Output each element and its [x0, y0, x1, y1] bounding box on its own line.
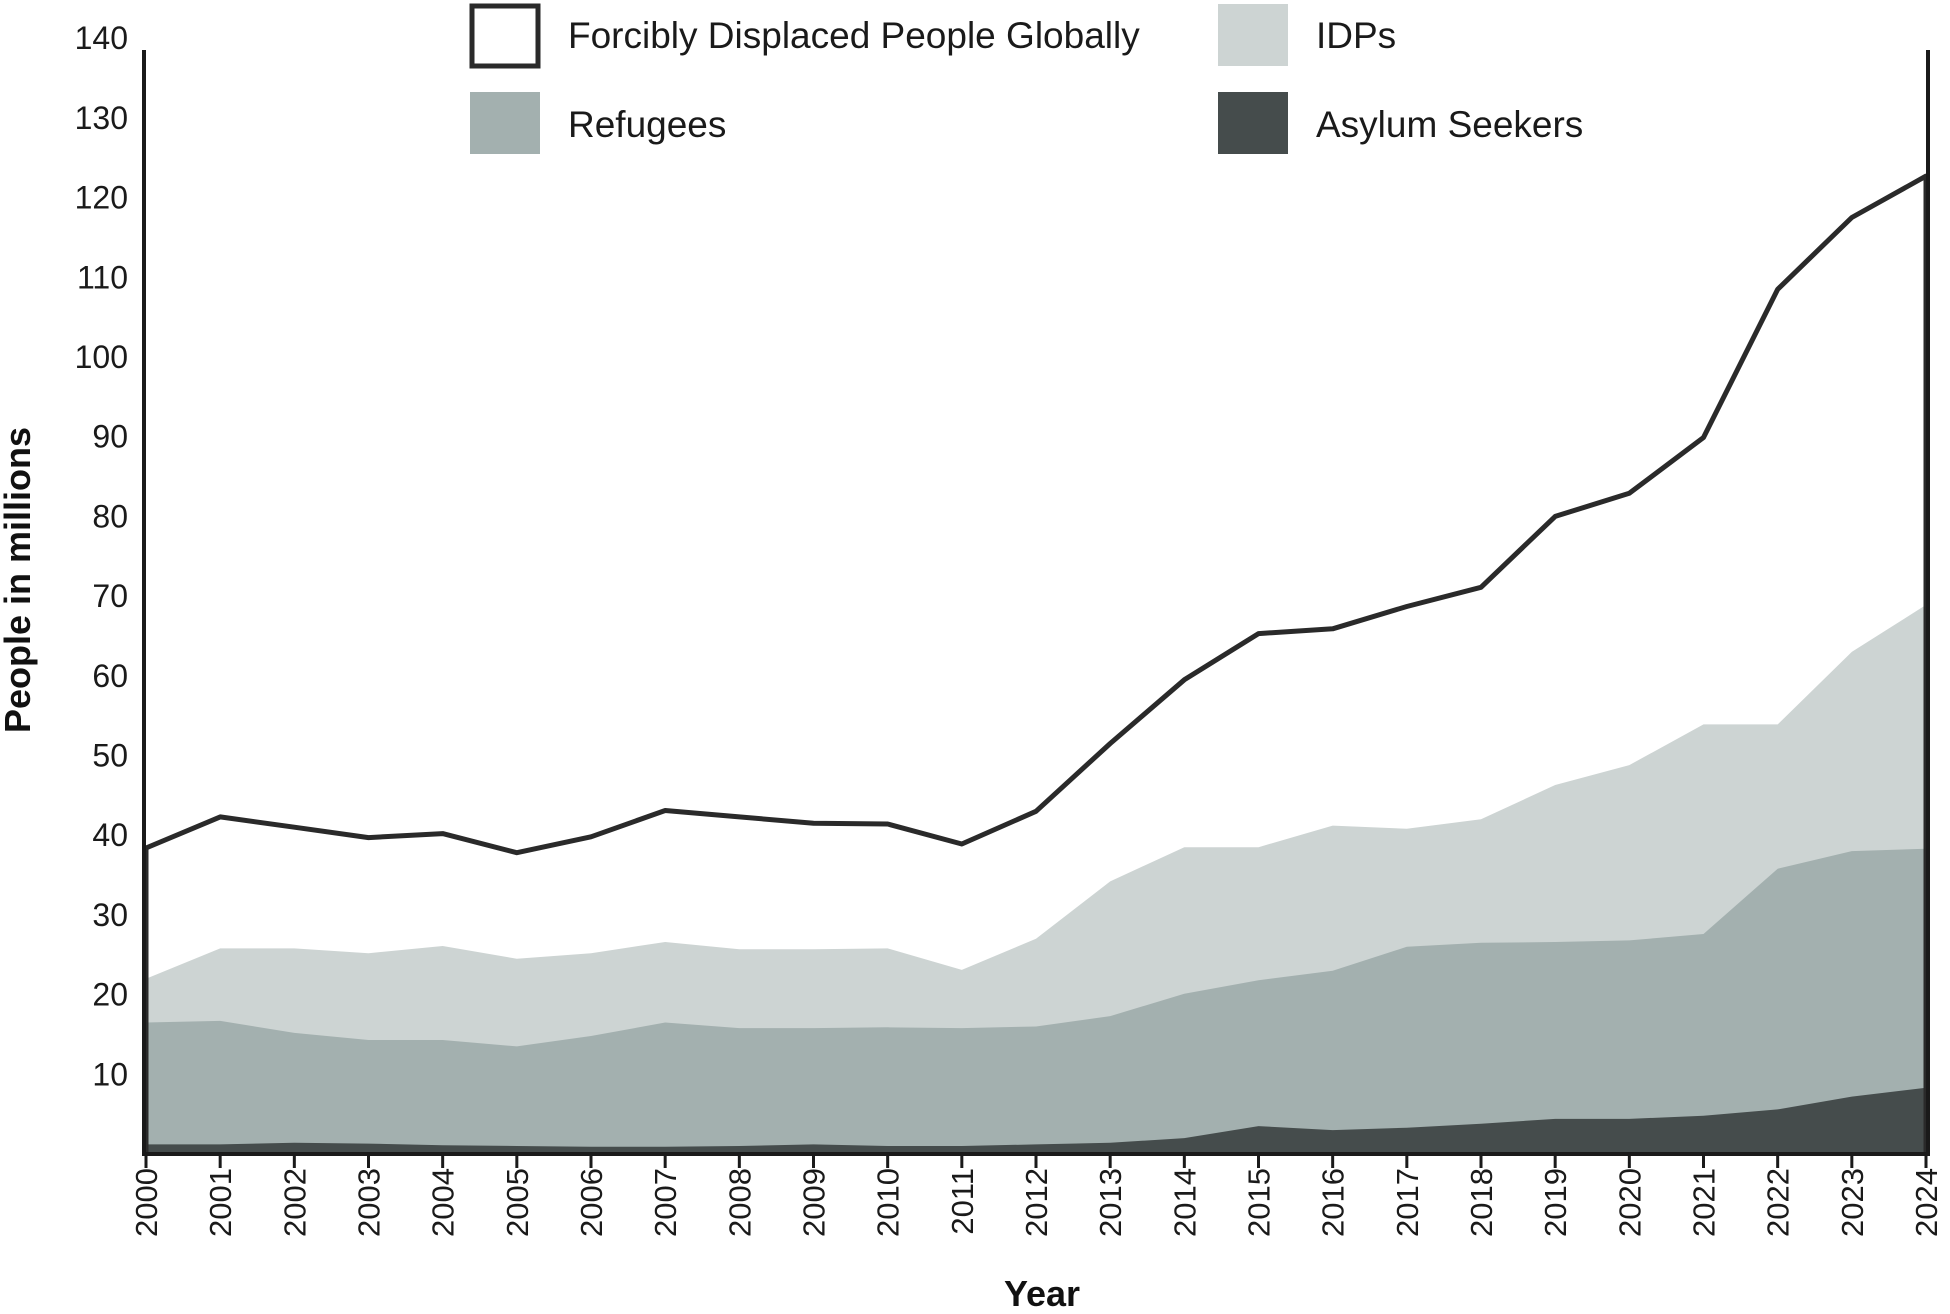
- x-tick-label: 2024: [1909, 1168, 1944, 1237]
- x-tick-label: 2010: [871, 1168, 906, 1237]
- x-tick-label: 2009: [797, 1168, 832, 1237]
- x-axis-title: Year: [1004, 1273, 1080, 1314]
- legend-swatch: [469, 3, 541, 69]
- x-tick-label: 2017: [1390, 1168, 1425, 1237]
- legend-swatch: [1218, 4, 1288, 66]
- x-tick-label: 2002: [277, 1168, 312, 1237]
- y-axis-title: People in millions: [0, 427, 38, 733]
- x-tick-label: 2005: [500, 1168, 535, 1237]
- y-tick-label: 40: [92, 817, 128, 853]
- chart-areas: [146, 176, 1926, 1155]
- y-tick-label: 120: [75, 180, 128, 216]
- legend-label: Asylum Seekers: [1316, 104, 1583, 145]
- y-tick-label: 110: [77, 259, 128, 295]
- legend-label: Forcibly Displaced People Globally: [568, 15, 1140, 56]
- legend-label: Refugees: [568, 104, 726, 145]
- x-tick-label: 2014: [1167, 1168, 1202, 1237]
- x-tick-label: 2003: [352, 1168, 387, 1237]
- x-tick-label: 2012: [1019, 1168, 1054, 1237]
- y-tick-label: 60: [92, 658, 128, 694]
- y-tick-label: 90: [92, 419, 128, 455]
- x-tick-label: 2000: [129, 1168, 164, 1237]
- y-tick-label: 30: [92, 897, 128, 933]
- x-tick-label: 2023: [1835, 1168, 1870, 1237]
- y-axis-ticks: 10 20 30 40 50 60 70 80 90 100 110 120 130 140: [75, 20, 128, 1092]
- y-tick-label: 130: [75, 100, 128, 136]
- total-displaced-line: [143, 173, 1929, 1154]
- chart-total-line: [143, 173, 1929, 1154]
- y-tick-label: 80: [92, 498, 128, 534]
- x-tick-label: 2019: [1538, 1168, 1573, 1237]
- area-refugees: [146, 848, 1926, 1154]
- x-tick-label: 2020: [1612, 1168, 1647, 1237]
- x-tick-label: 2006: [574, 1168, 609, 1237]
- x-tick-label: 2015: [1242, 1168, 1277, 1237]
- x-axis-ticks: 2000 2001 2002 2003 2004 2005 2006 2007 2008 2009…: [129, 1154, 1944, 1237]
- y-tick-label: 140: [75, 20, 128, 56]
- y-tick-label: 70: [92, 578, 128, 614]
- legend-swatch: [1218, 92, 1288, 154]
- x-tick-label: 2004: [426, 1168, 461, 1237]
- area-asylum-seekers: [146, 1087, 1926, 1154]
- y-tick-label: 100: [75, 339, 128, 375]
- y-tick-label: 10: [92, 1056, 128, 1092]
- x-tick-label: 2008: [722, 1168, 757, 1237]
- x-tick-label: 2011: [945, 1168, 980, 1235]
- x-tick-label: 2007: [648, 1168, 683, 1237]
- chart-legend: Forcibly Displaced People Globally IDPs Re…: [469, 3, 1583, 154]
- legend-swatch: [470, 92, 540, 154]
- x-tick-label: 2001: [203, 1168, 238, 1237]
- x-tick-label: 2016: [1316, 1168, 1351, 1237]
- y-tick-label: 50: [92, 738, 128, 774]
- legend-label: IDPs: [1316, 15, 1396, 56]
- x-tick-label: 2018: [1464, 1168, 1499, 1237]
- x-tick-label: 2013: [1093, 1168, 1128, 1237]
- x-tick-label: 2022: [1761, 1168, 1796, 1237]
- y-tick-label: 20: [92, 977, 128, 1013]
- x-tick-label: 2021: [1687, 1168, 1722, 1237]
